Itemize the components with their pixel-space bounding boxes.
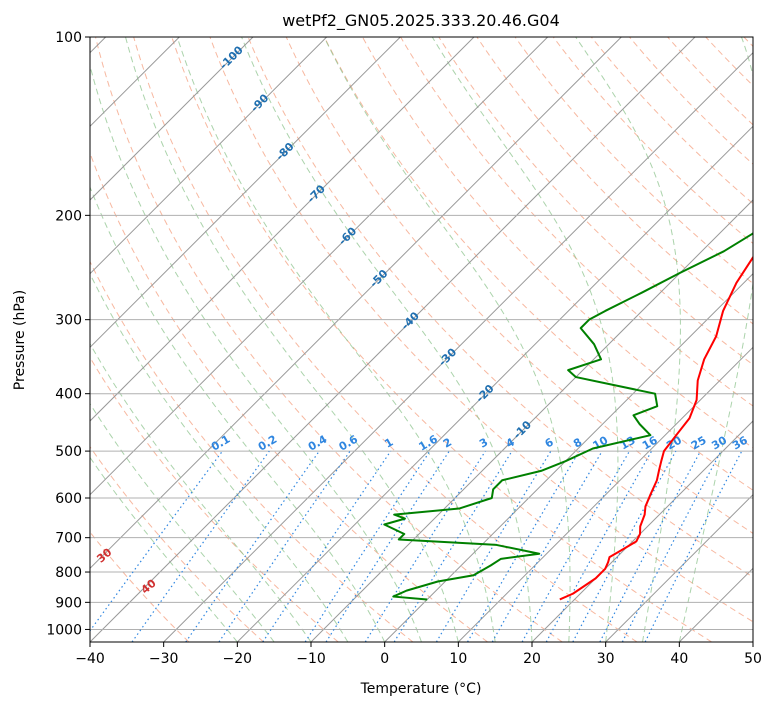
isotherm-line [457,346,753,642]
isotherm-line [90,37,696,642]
moist-adiabat-line [90,63,422,642]
x-tick-label: −10 [296,651,326,667]
dry-adiabat-line [323,37,753,491]
x-tick-label: 20 [523,651,541,667]
isotherm-line [90,37,328,275]
x-tick-label: 50 [744,651,762,667]
y-tick-label: 200 [55,208,82,224]
mixing-ratio-line [90,450,223,632]
y-tick-label: 900 [55,595,82,611]
y-tick-label: 600 [55,491,82,507]
mixing-ratio-line [491,450,603,642]
moist-adiabat-line [176,37,496,642]
isotherm-line [384,272,753,642]
mixing-ratio-line [545,450,653,642]
x-tick-label: −30 [149,651,179,667]
isobars [90,37,753,630]
moist-adiabat-line [90,456,238,642]
isotherm-line [90,37,254,201]
plot-frame [89,36,754,643]
mixing-ratio-line [435,450,552,642]
mixing-ratio-line [304,450,431,642]
x-tick-label: 0 [380,651,389,667]
dry-adiabat-line [247,37,753,578]
x-tick-label: −20 [223,651,253,667]
mixing-ratio-line [185,450,320,642]
moist-adiabats [90,37,753,642]
mixing-ratio-line [466,450,580,642]
dry-adiabat-line [476,37,753,325]
dry-adiabat-line [209,37,753,623]
y-tick-label: 400 [55,387,82,403]
y-tick-label: 500 [55,444,82,460]
mixing-ratio-line [572,450,677,642]
dry-adiabat-line [90,260,414,642]
y-axis: 100 200 300 400 500 600 700 800 900 1000 [46,30,90,638]
y-tick-label: 800 [55,565,82,581]
chart-title: wetPf2_GN05.2025.333.20.46.G04 [282,11,560,31]
dry-adiabat-line [629,37,753,165]
y-tick-label: 100 [55,30,82,46]
isotherm-line [531,420,753,642]
profiles [383,232,753,601]
dry-adiabat-line [514,37,753,285]
moist-adiabat-line [431,37,619,642]
moist-adiabat-line [90,402,275,642]
mixing-ratio-line [131,450,270,642]
moist-adiabat-line [323,37,571,642]
mixing-ratio-line [521,450,631,642]
x-tick-label: −40 [75,651,105,667]
temperature-profile-line [559,255,753,601]
y-tick-label: 300 [55,313,82,329]
plot-area: -100-90-80-70-60-50-40-30-20-10 0.1 0.2 0.… [90,37,753,642]
y-tick-label: 1000 [46,622,82,638]
dry-adiabat-line [90,445,264,642]
mixing-ratio-line [393,450,513,642]
moist-adiabat-line [90,272,349,642]
isotherm-line [236,125,753,642]
x-tick-label: 30 [597,651,615,667]
isotherm-line [90,37,549,496]
dewpoint-profile-line [383,232,753,601]
isotherm-line [90,37,401,349]
moist-adiabat-line [678,37,753,642]
dry-adiabat-line [400,37,753,407]
x-axis: −40 −30 −20 −10 0 10 20 30 40 50 [75,642,762,667]
mixing-ratio-line [364,450,486,642]
moist-adiabat-line [575,37,681,642]
y-axis-label: Pressure (hPa) [12,290,28,390]
mixing-ratio-lines [90,450,743,642]
isotherm-line [90,37,475,422]
mixing-ratio-line [325,450,450,642]
isotherm-line [605,493,753,642]
x-axis-label: Temperature (°C) [360,681,482,697]
y-tick-label: 700 [55,531,82,547]
moist-adiabat-line [125,37,459,642]
dry-adiabat-line [133,37,638,642]
moist-adiabat-line [241,37,533,642]
moist-adiabat-line [90,185,386,642]
x-tick-label: 10 [449,651,467,667]
isotherm-line [90,37,622,570]
isotherm-line [163,51,753,642]
x-tick-label: 40 [670,651,688,667]
